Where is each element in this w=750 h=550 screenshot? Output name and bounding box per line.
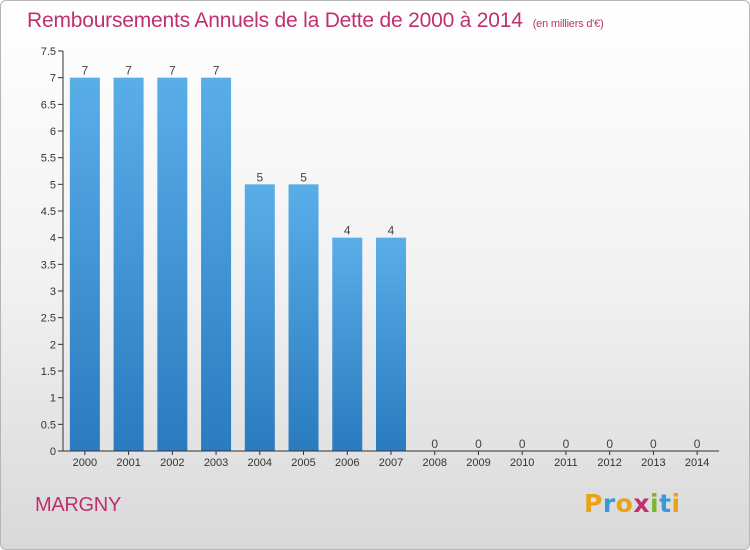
x-tick-label: 2002 xyxy=(160,457,184,469)
y-tick-label: 0.5 xyxy=(41,419,56,431)
bar xyxy=(113,77,144,452)
bar xyxy=(157,77,188,452)
bar-value-label: 7 xyxy=(125,64,132,78)
x-tick-label: 2013 xyxy=(641,457,665,469)
bar-value-label: 0 xyxy=(519,437,526,451)
logo-letter: o xyxy=(615,489,634,518)
proxiti-logo: Proxiti xyxy=(584,489,681,518)
y-tick-label: 3 xyxy=(50,286,56,298)
x-tick-label: 2007 xyxy=(379,457,403,469)
y-tick-label: 1.5 xyxy=(41,366,56,378)
bar-value-label: 5 xyxy=(256,170,263,184)
bar-value-label: 7 xyxy=(169,64,176,78)
bar xyxy=(69,77,100,452)
y-tick-label: 1 xyxy=(50,393,56,405)
bar xyxy=(376,237,406,451)
bar-value-label: 5 xyxy=(300,170,307,184)
y-axis: 0 0.5 1 1.5 2 2.5 3 3.5 4 4.5 5 5.5 6 6.5 7 7.5 xyxy=(41,46,64,458)
y-tick-label: 5.5 xyxy=(41,153,56,165)
logo-letter: i xyxy=(671,489,681,518)
bar-value-label: 4 xyxy=(344,224,351,238)
x-tick-label: 2009 xyxy=(466,457,490,469)
logo-letter: x xyxy=(633,489,650,518)
bars: 7 7 7 7 5 5 4 4 0 0 0 0 0 0 0 xyxy=(69,64,701,452)
x-tick-label: 2001 xyxy=(116,457,140,469)
commune-name: MARGNY xyxy=(35,494,121,516)
y-tick-label: 4 xyxy=(50,233,56,245)
bar-value-label: 0 xyxy=(694,437,701,451)
bar-value-label: 7 xyxy=(82,64,89,78)
logo-letter: P xyxy=(584,489,603,518)
logo-letter: t xyxy=(659,489,672,518)
y-tick-label: 6 xyxy=(50,126,56,138)
title-text: Remboursements Annuels de la Dette de 20… xyxy=(27,9,523,32)
y-tick-label: 3.5 xyxy=(41,259,56,271)
bar-value-label: 0 xyxy=(431,437,438,451)
y-tick-label: 5 xyxy=(50,179,56,191)
y-tick-label: 7 xyxy=(50,73,56,85)
x-tick-label: 2003 xyxy=(204,457,228,469)
bar-value-label: 0 xyxy=(563,437,570,451)
bar xyxy=(244,184,275,452)
y-tick-label: 2.5 xyxy=(41,313,56,325)
x-tick-label: 2014 xyxy=(685,457,709,469)
bar-value-label: 0 xyxy=(475,437,482,451)
x-tick-label: 2008 xyxy=(422,457,446,469)
y-tick-label: 0 xyxy=(50,446,56,458)
y-tick-label: 6.5 xyxy=(41,99,56,111)
x-tick-label: 2000 xyxy=(73,457,97,469)
y-tick-label: 7.5 xyxy=(41,46,56,58)
bar-value-label: 4 xyxy=(388,224,395,238)
x-tick-label: 2005 xyxy=(291,457,315,469)
y-tick-label: 2 xyxy=(50,339,56,351)
x-tick-label: 2006 xyxy=(335,457,359,469)
x-axis: 2000 2001 2002 2003 2004 2005 2006 2007 2008 2009… xyxy=(63,450,719,469)
y-tick-label: 4.5 xyxy=(41,206,56,218)
logo-letter: i xyxy=(650,489,660,518)
bar-value-label: 0 xyxy=(650,437,657,451)
logo-letter: r xyxy=(602,489,616,518)
chart-title: Remboursements Annuels de la Dette de 20… xyxy=(27,9,604,33)
x-tick-label: 2011 xyxy=(554,457,578,469)
x-tick-label: 2012 xyxy=(597,457,621,469)
bar-value-label: 0 xyxy=(606,437,613,451)
bar-value-label: 7 xyxy=(213,64,220,78)
bar xyxy=(288,184,319,452)
bar xyxy=(332,237,363,451)
chart-subtitle: (en milliers d'€) xyxy=(532,18,604,30)
x-tick-label: 2010 xyxy=(510,457,534,469)
x-tick-label: 2004 xyxy=(248,457,272,469)
bar xyxy=(201,77,232,452)
